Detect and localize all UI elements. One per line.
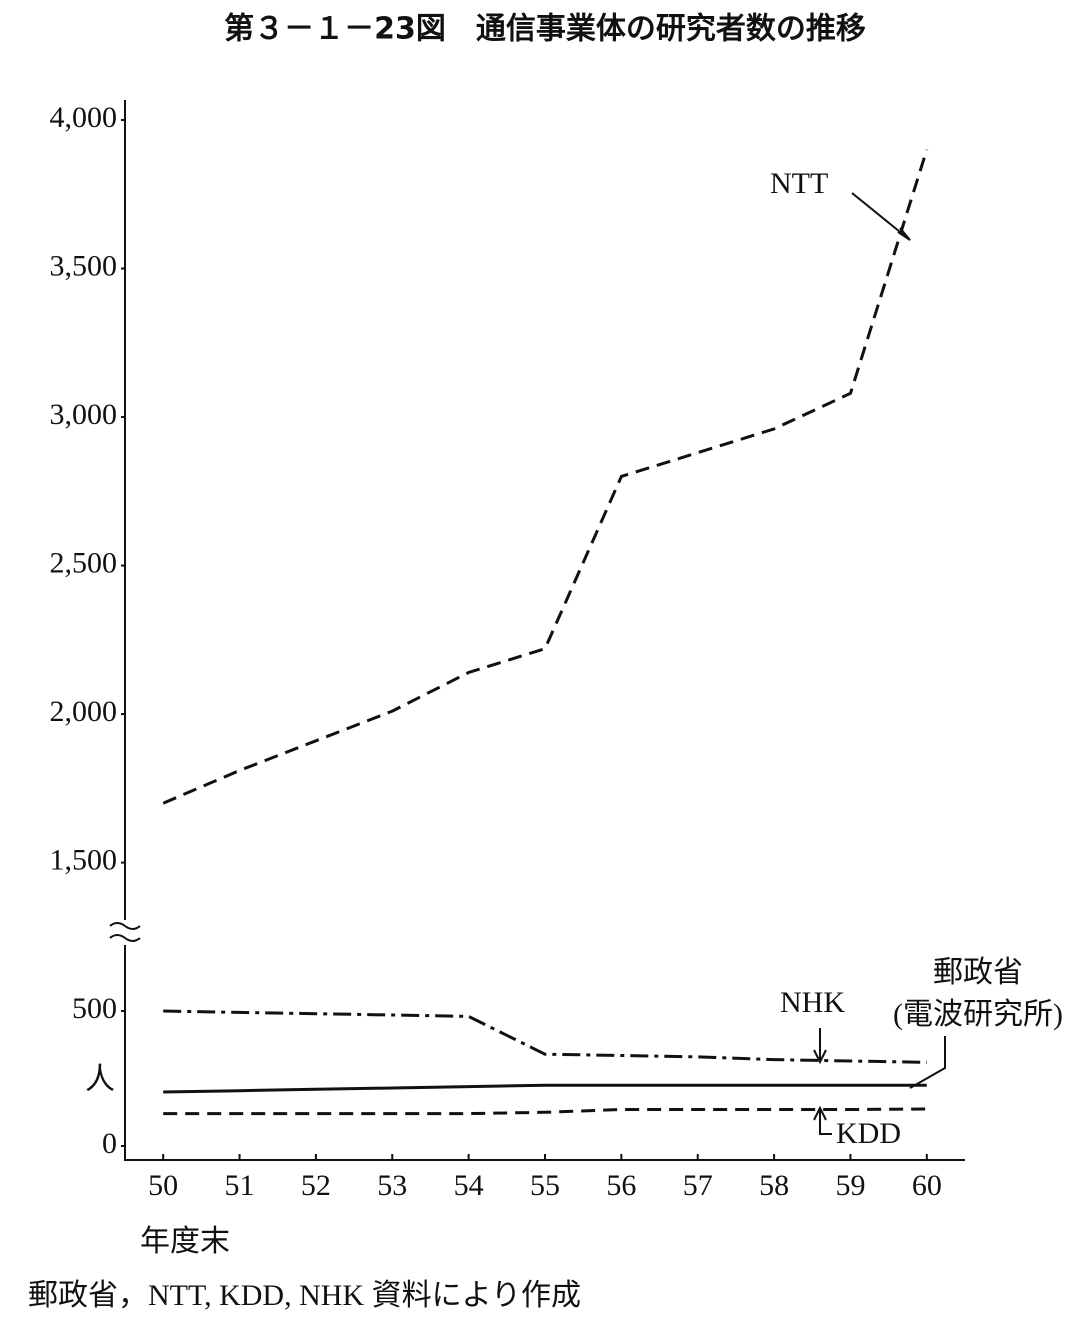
x-tick-label: 58 (759, 1169, 789, 1202)
source-note: 郵政省，NTT, KDD, NHK 資料により作成 (28, 1279, 581, 1312)
x-tick-label: 51 (225, 1169, 255, 1202)
series-note: (電波研究所) (893, 998, 1063, 1031)
x-tick-label: 57 (683, 1169, 713, 1202)
y-tick-label: 2,000 (50, 695, 118, 728)
chart-title: 第３－１－23図 通信事業体の研究者数の推移 (224, 12, 866, 47)
arrow-head (897, 227, 911, 241)
leader-postal (909, 1036, 946, 1089)
axis-break (109, 922, 141, 942)
y-tick-label: 1,500 (50, 843, 118, 876)
series-label: NTT (770, 167, 828, 200)
x-tick-label: 50 (148, 1169, 178, 1202)
axis-line (124, 100, 965, 1161)
series-line (163, 1083, 927, 1094)
x-tick-label: 60 (912, 1169, 942, 1202)
y-tick-label: 0 (102, 1127, 117, 1160)
leader-kdd (813, 1105, 832, 1135)
x-axis-label: 年度末 (140, 1225, 230, 1258)
x-tick-label: 59 (835, 1169, 865, 1202)
y-tick-label: 500 (72, 992, 117, 1025)
series-label: KDD (836, 1117, 901, 1150)
series-label: NHK (780, 986, 845, 1019)
leader-nhk (813, 1028, 827, 1065)
y-tick-label: 3,000 (50, 398, 118, 431)
x-tick-label: 54 (454, 1169, 484, 1202)
y-tick-label: 2,500 (50, 546, 118, 579)
series-line (162, 149, 929, 805)
series-line (163, 1009, 927, 1064)
x-tick-label: 56 (606, 1169, 636, 1202)
x-tick-label: 52 (301, 1169, 331, 1202)
series-line (163, 1107, 927, 1116)
y-tick-label: 4,000 (50, 101, 118, 134)
x-tick-label: 53 (377, 1169, 407, 1202)
series-label: 郵政省 (933, 956, 1023, 989)
x-tick-label: 55 (530, 1169, 560, 1202)
y-tick-label: 3,500 (50, 249, 118, 282)
y-unit: 人 (85, 1063, 115, 1096)
